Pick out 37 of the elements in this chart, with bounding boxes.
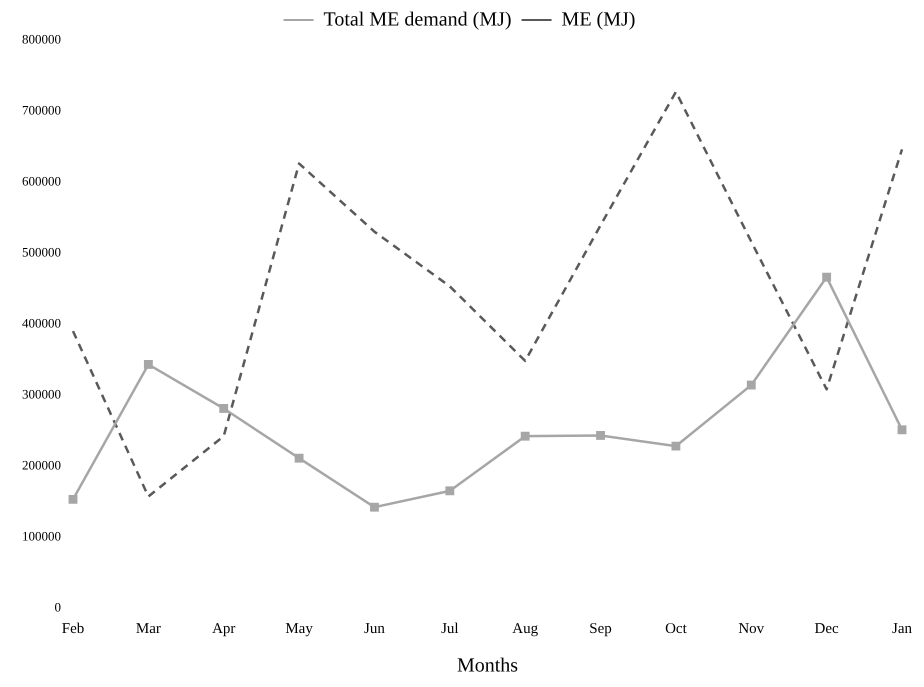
point	[671, 442, 680, 451]
point	[144, 360, 153, 369]
y-tick-label: 300000	[22, 386, 61, 402]
y-tick-label: 800000	[22, 31, 61, 46]
point	[746, 380, 756, 390]
y-tick-label: 200000	[22, 457, 61, 472]
y-tick-label: 600000	[22, 173, 61, 188]
point	[898, 425, 906, 434]
y-tick-label: 500000	[22, 244, 61, 260]
x-tick-label: Aug	[512, 620, 539, 637]
x-tick-label: Dec	[814, 620, 840, 637]
point	[822, 272, 832, 282]
point	[520, 432, 530, 441]
point	[219, 404, 228, 413]
y-tick-label: 400000	[22, 315, 61, 330]
x-tick-label: Jul	[441, 620, 459, 637]
x-tick-label: Mar	[136, 620, 161, 637]
x-tick-label: Jun	[364, 620, 386, 637]
y-tick-label: 700000	[22, 102, 61, 118]
point	[370, 502, 379, 512]
legend-label: Total ME demand (MJ)	[324, 8, 512, 30]
x-tick-label: May	[285, 620, 314, 637]
x-tick-label: Nov	[738, 620, 765, 637]
point	[294, 454, 304, 463]
x-tick-label: Feb	[62, 620, 84, 637]
x-tick-label: Jan	[892, 620, 912, 637]
point	[596, 431, 605, 440]
y-tick-label: 0	[54, 599, 61, 614]
x-tick-label: Sep	[589, 620, 612, 637]
x-tick-label: Apr	[212, 620, 236, 637]
line-series	[72, 90, 904, 498]
x-tick-label: Oct	[665, 620, 688, 637]
point	[445, 486, 454, 496]
x-axis-title: Months	[456, 654, 518, 676]
point	[68, 494, 78, 504]
y-tick-label: 100000	[22, 528, 61, 544]
legend-label: ME (MJ)	[562, 8, 636, 30]
